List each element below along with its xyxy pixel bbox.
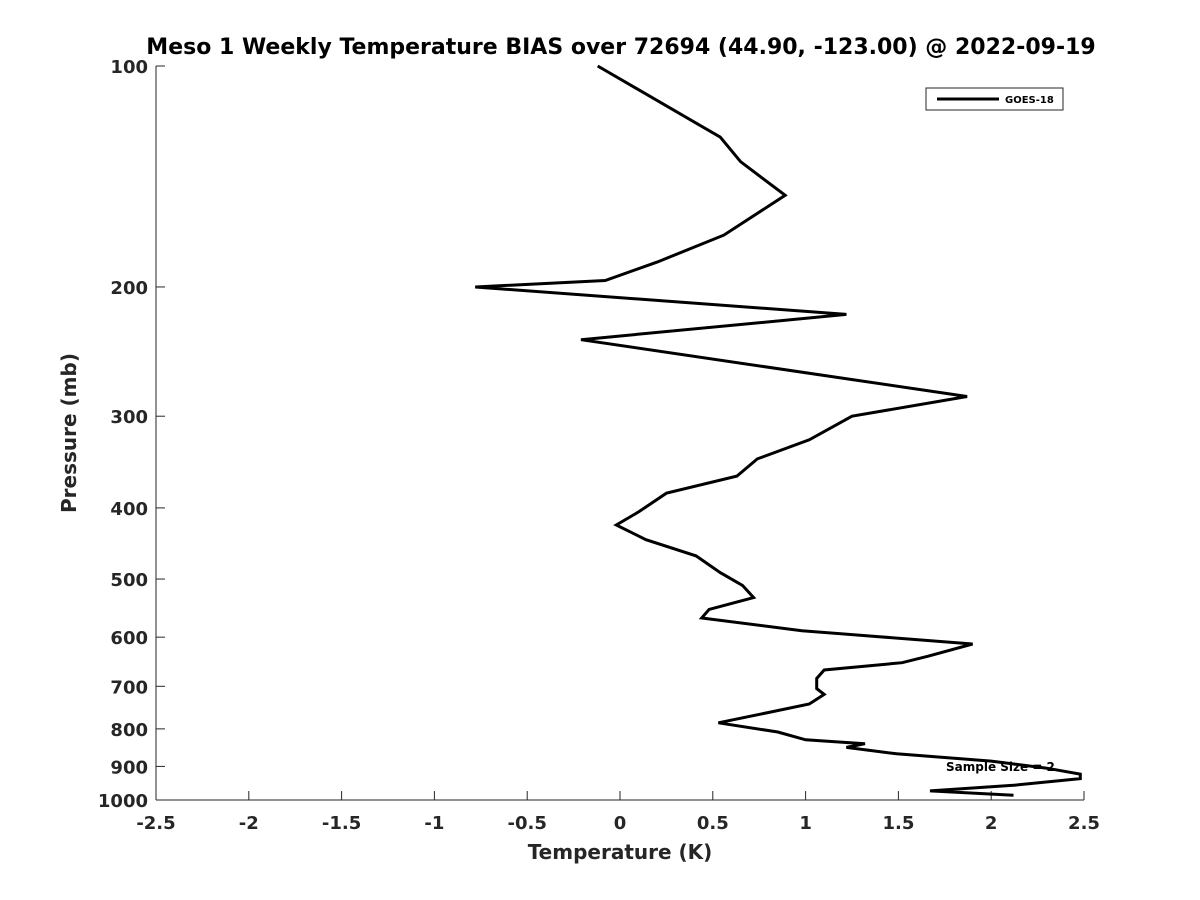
y-tick-label: 500	[110, 570, 148, 591]
x-tick-label: -0.5	[508, 813, 547, 834]
series-line-0	[475, 64, 1082, 797]
y-tick-label: 400	[110, 499, 148, 520]
y-tick-label: 900	[110, 757, 148, 778]
x-tick-label: 1	[799, 813, 812, 834]
y-tick-label: 100	[110, 57, 148, 78]
x-tick-label: -1	[424, 813, 444, 834]
y-tick-label: 1000	[98, 791, 148, 812]
y-axis-label: Pressure (mb)	[57, 353, 81, 513]
legend: GOES-18	[925, 87, 1064, 111]
x-tick-label: -2.5	[136, 813, 175, 834]
x-tick-label: -2	[239, 813, 259, 834]
y-tick-label: 800	[110, 720, 148, 741]
y-tick-label: 600	[110, 628, 148, 649]
x-tick-label: 0	[614, 813, 627, 834]
x-tick-label: 0.5	[697, 813, 729, 834]
y-axis-ticks: 100 200 300 400 500 600 700 800 900 1000	[98, 57, 165, 812]
legend-label: GOES-18	[1005, 95, 1054, 106]
series-layer	[475, 64, 1082, 797]
chart-title: Meso 1 Weekly Temperature BIAS over 7269…	[146, 35, 1095, 60]
plot-area: -2.5 -2 -1.5 -1 -0.5 0 0.5 1 1.5 2 2.5 100 200 300 40…	[98, 57, 1100, 834]
y-tick-label: 200	[110, 278, 148, 299]
x-tick-label: 1.5	[882, 813, 914, 834]
x-tick-label: 2	[985, 813, 998, 834]
x-tick-label: 2.5	[1068, 813, 1100, 834]
x-axis-label: Temperature (K)	[528, 840, 713, 864]
sample-size-annotation: Sample Size = 2	[946, 760, 1055, 774]
y-tick-label: 300	[110, 407, 148, 428]
y-tick-label: 700	[110, 677, 148, 698]
x-axis-ticks: -2.5 -2 -1.5 -1 -0.5 0 0.5 1 1.5 2 2.5	[136, 791, 1100, 834]
x-tick-label: -1.5	[322, 813, 361, 834]
